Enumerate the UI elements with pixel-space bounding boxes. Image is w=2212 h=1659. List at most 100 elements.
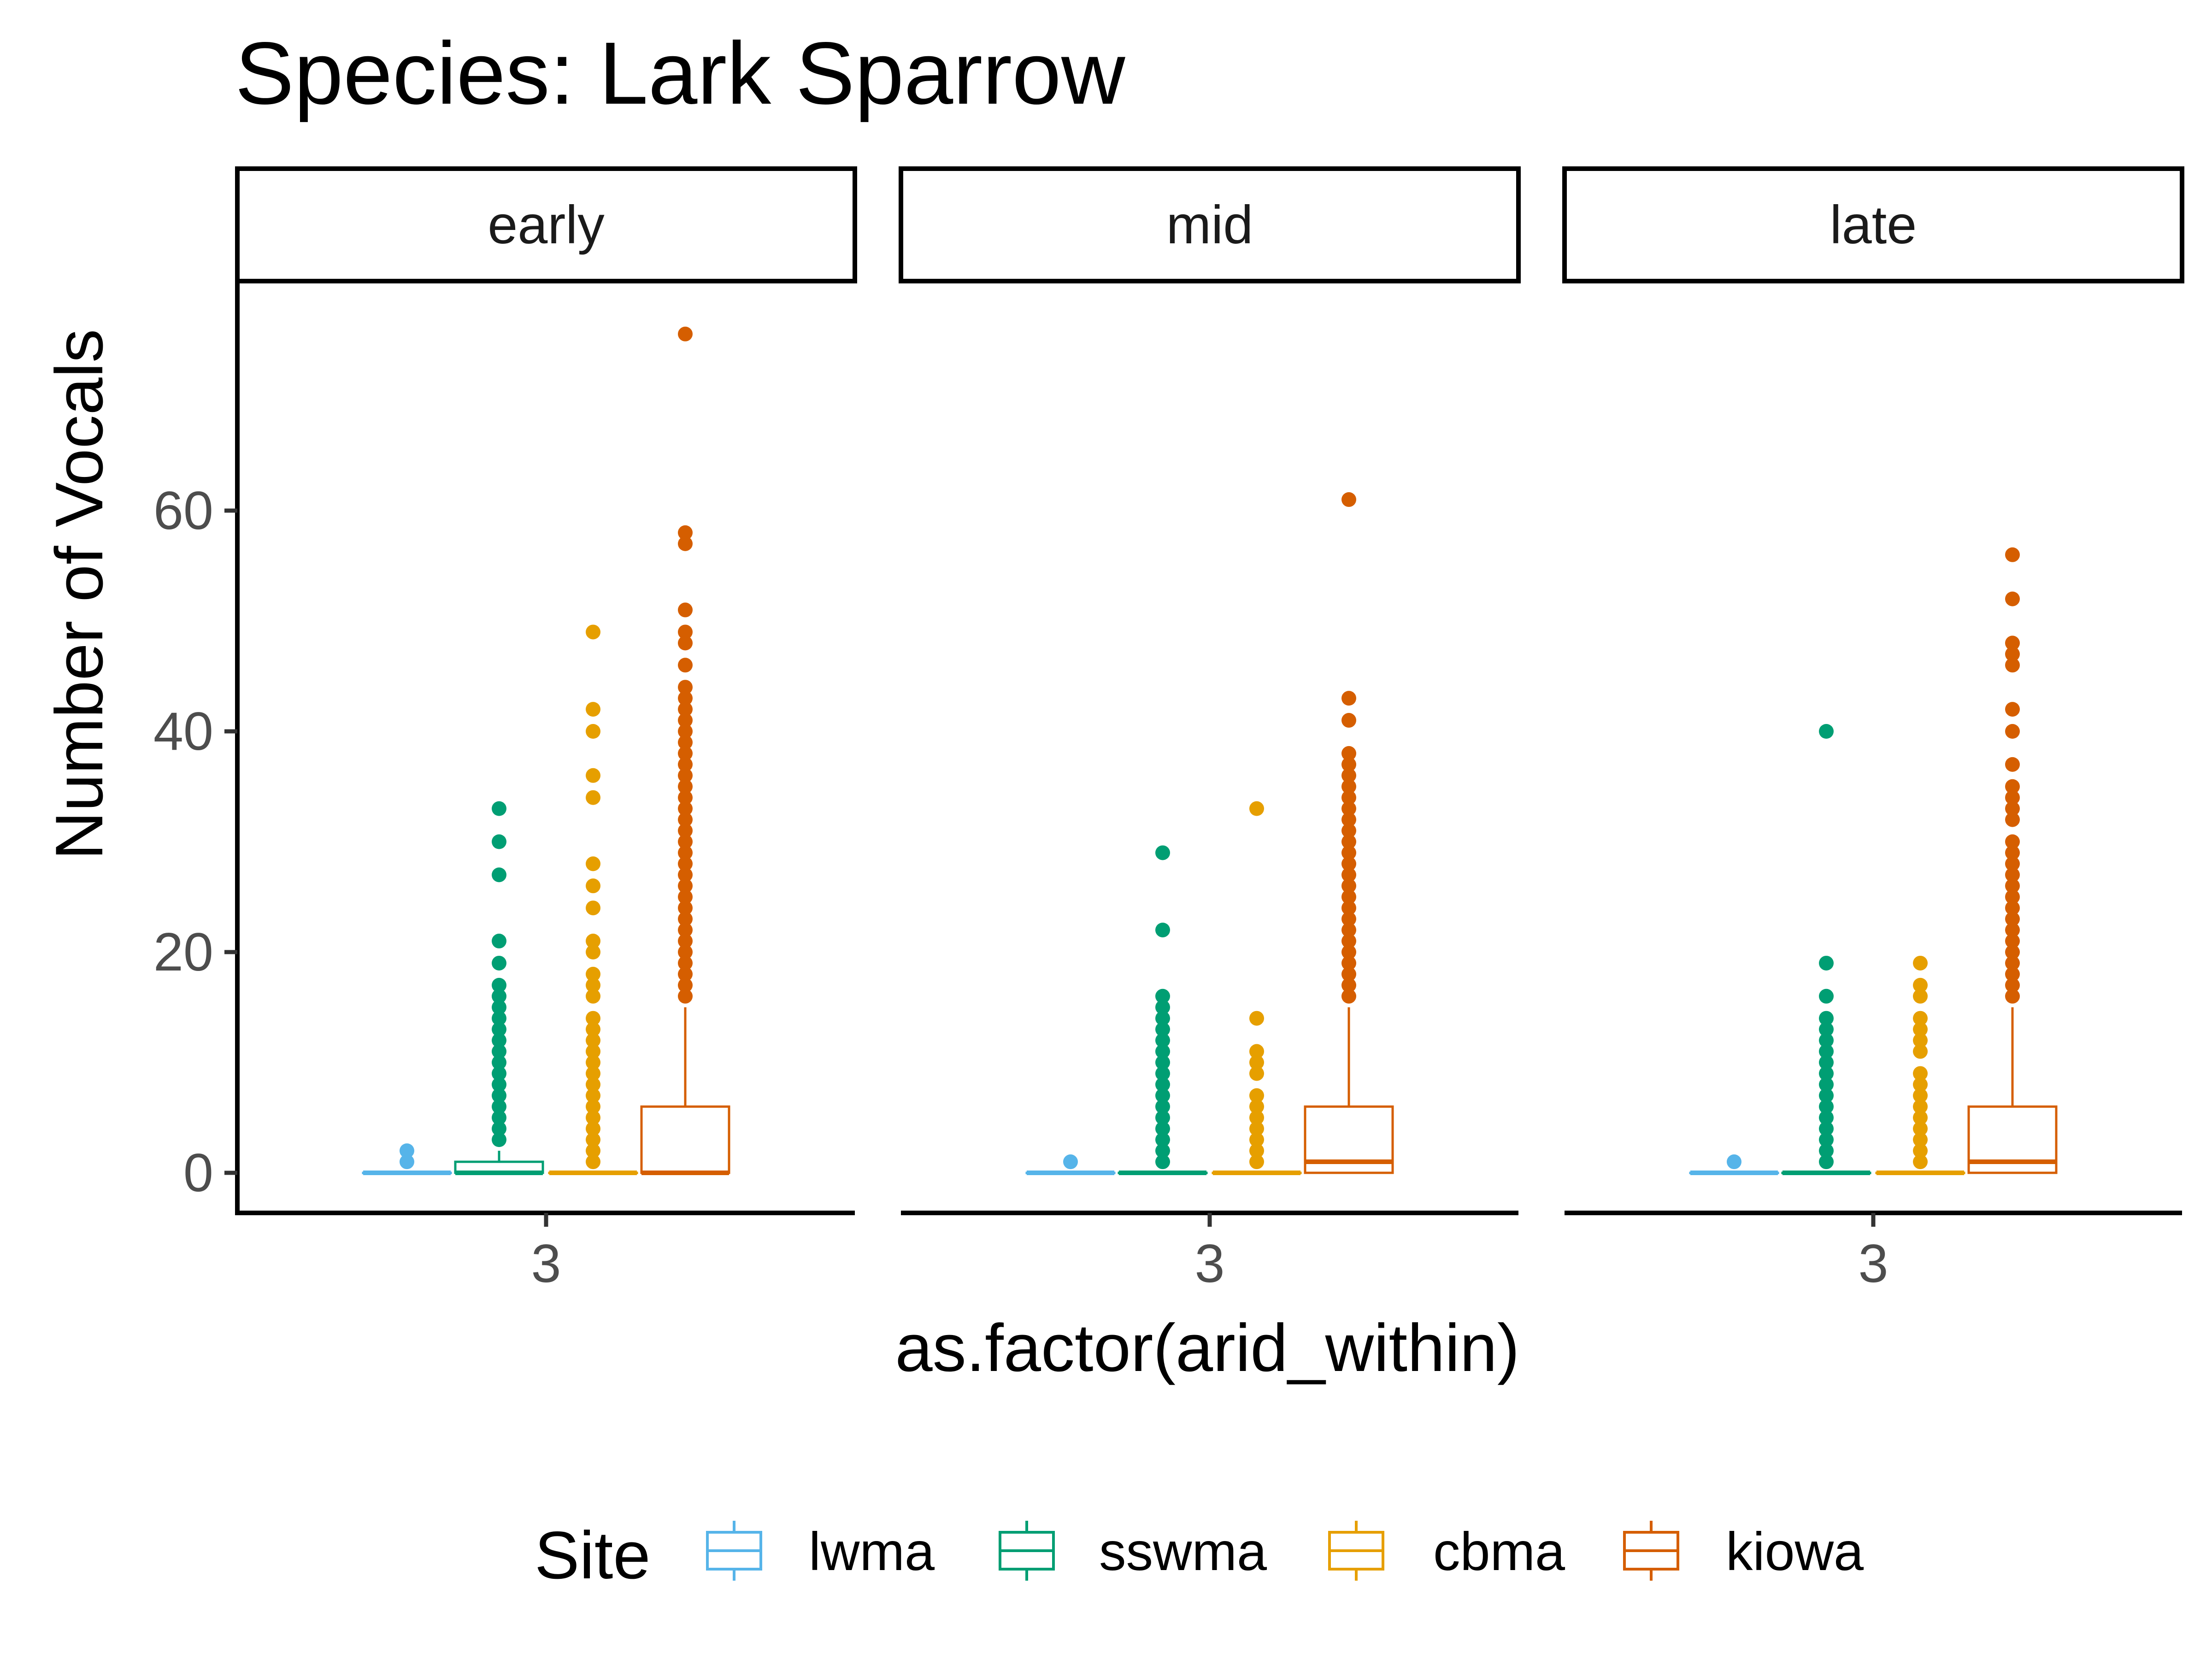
- outlier-point: [586, 1154, 600, 1170]
- outlier-point: [400, 1143, 414, 1159]
- outlier-point: [678, 658, 693, 673]
- box-lwma: [362, 1143, 452, 1175]
- outlier-point: [586, 1099, 600, 1114]
- outlier-point: [678, 867, 693, 882]
- outlier-point: [1249, 1066, 1264, 1081]
- outlier-point: [492, 1066, 506, 1081]
- outlier-point: [1155, 1099, 1170, 1114]
- legend-title: Site: [535, 1518, 651, 1593]
- outlier-point: [1341, 988, 1356, 1004]
- outlier-point: [1155, 1132, 1170, 1147]
- box-cbma: [1875, 955, 1965, 1175]
- outlier-point: [678, 746, 693, 761]
- outlier-point: [1249, 1121, 1264, 1136]
- legend-key-lwma: lwma: [706, 1521, 935, 1582]
- outlier-point: [1155, 1011, 1170, 1026]
- outlier-point: [678, 790, 693, 805]
- outlier-point: [678, 889, 693, 905]
- outlier-point: [586, 878, 600, 894]
- box-sswma: [454, 801, 544, 1175]
- outlier-point: [1819, 1044, 1834, 1059]
- outlier-point: [678, 536, 693, 551]
- outlier-point: [492, 1121, 506, 1136]
- outlier-point: [678, 326, 693, 341]
- outlier-point: [678, 934, 693, 949]
- legend-key-sswma: sswma: [999, 1521, 1267, 1582]
- outlier-point: [678, 988, 693, 1004]
- outlier-point: [1249, 1143, 1264, 1159]
- box-lwma: [1689, 1154, 1779, 1175]
- outlier-point: [1819, 1132, 1834, 1147]
- outlier-point: [586, 988, 600, 1004]
- outlier-point: [2005, 988, 2020, 1004]
- outlier-point: [1913, 1088, 1928, 1103]
- x-axis-title: as.factor(arid_within): [895, 1310, 1519, 1385]
- outlier-point: [2005, 724, 2020, 739]
- outlier-point: [1341, 856, 1356, 871]
- outlier-point: [1155, 1000, 1170, 1015]
- outlier-point: [586, 1055, 600, 1070]
- outlier-point: [1341, 912, 1356, 927]
- outlier-point: [1727, 1154, 1741, 1170]
- outlier-point: [492, 1088, 506, 1103]
- outlier-point: [678, 680, 693, 695]
- outlier-point: [492, 934, 506, 949]
- outlier-point: [1819, 1154, 1834, 1170]
- outlier-point: [586, 1077, 600, 1092]
- outlier-point: [2005, 867, 2020, 882]
- outlier-point: [1913, 1033, 1928, 1048]
- outlier-point: [1249, 1044, 1264, 1059]
- outlier-point: [586, 977, 600, 993]
- outlier-point: [586, 1110, 600, 1125]
- outlier-point: [2005, 812, 2020, 827]
- outlier-point: [1341, 955, 1356, 971]
- outlier-point: [1341, 923, 1356, 938]
- outlier-point: [492, 1000, 506, 1015]
- outlier-point: [1913, 1011, 1928, 1026]
- outlier-point: [492, 1110, 506, 1125]
- box-kiowa: [1967, 547, 2058, 1174]
- outlier-point: [678, 812, 693, 827]
- outlier-point: [2005, 945, 2020, 959]
- outlier-point: [2005, 834, 2020, 849]
- outlier-point: [2005, 647, 2020, 662]
- outlier-point: [678, 945, 693, 959]
- outlier-point: [678, 834, 693, 849]
- outlier-point: [1341, 878, 1356, 894]
- facet-panels: early 3 0 20 40 60 mid 3 late 3: [153, 166, 2184, 1294]
- outlier-point: [1341, 768, 1356, 783]
- outlier-point: [1249, 1110, 1264, 1125]
- facet-strip-label: early: [488, 194, 605, 255]
- outlier-point: [678, 691, 693, 706]
- outlier-point: [1341, 812, 1356, 827]
- outlier-point: [586, 945, 600, 959]
- outlier-point: [586, 856, 600, 871]
- legend-label-sswma: sswma: [1099, 1521, 1267, 1582]
- outlier-point: [1341, 945, 1356, 959]
- outlier-point: [1341, 867, 1356, 882]
- outlier-point: [586, 1033, 600, 1048]
- outlier-point: [2005, 779, 2020, 794]
- outlier-point: [2005, 591, 2020, 606]
- outlier-point: [1819, 1055, 1834, 1070]
- outlier-point: [586, 1132, 600, 1147]
- outlier-point: [678, 966, 693, 982]
- box-cbma: [548, 624, 638, 1175]
- outlier-point: [400, 1154, 414, 1170]
- y-tick-label: 0: [183, 1142, 213, 1203]
- outlier-point: [1155, 1044, 1170, 1059]
- outlier-point: [492, 1033, 506, 1048]
- outlier-point: [2005, 912, 2020, 927]
- legend-label-kiowa: kiowa: [1726, 1521, 1864, 1582]
- box-sswma: [1118, 845, 1208, 1175]
- outlier-point: [1341, 845, 1356, 860]
- outlier-point: [1913, 1044, 1928, 1059]
- outlier-point: [586, 1022, 600, 1037]
- outlier-point: [2005, 966, 2020, 982]
- outlier-point: [1913, 977, 1928, 993]
- outlier-point: [1155, 1022, 1170, 1037]
- outlier-point: [1341, 966, 1356, 982]
- facet-strip: [1562, 166, 2184, 283]
- outlier-point: [1819, 955, 1834, 971]
- outlier-point: [1341, 691, 1356, 706]
